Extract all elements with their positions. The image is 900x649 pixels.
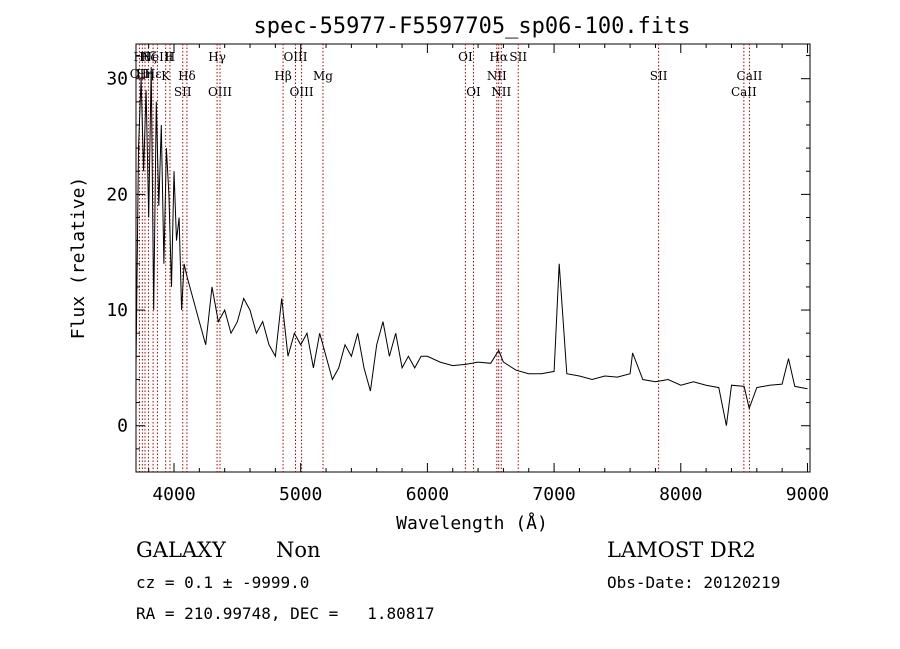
obs-date: Obs-Date: 20120219 [607, 573, 781, 592]
line-label: SII [174, 85, 192, 99]
line-label: OIII [290, 85, 314, 99]
line-label: CaII [737, 69, 763, 83]
spectral-line-markers [138, 44, 750, 472]
x-tick-label: 6000 [406, 484, 449, 505]
line-label: Hβ [274, 69, 291, 83]
survey-label: LAMOST DR2 [607, 538, 756, 562]
spectral-line-labels: OII Hθ Hη Hζ Hε NeIII KH SII Hδ Hγ OIII Hβ OIII OIII M… [130, 50, 763, 99]
subclass-label: Non [276, 538, 321, 562]
line-label: OI [466, 85, 481, 99]
line-label: Hα [489, 50, 508, 64]
class-label: GALAXY [136, 538, 226, 562]
y-axis-ticks: 0 10 20 30 [106, 55, 810, 473]
line-label: Mg [313, 69, 333, 83]
line-label: OIII [208, 85, 232, 99]
y-tick-label: 0 [117, 416, 128, 437]
line-label: NeIII [141, 50, 173, 64]
y-axis-label: Flux (relative) [68, 177, 89, 340]
line-label: Hγ [208, 50, 226, 64]
line-label: SII [509, 50, 527, 64]
line-label: SII [650, 69, 668, 83]
y-tick-label: 30 [106, 69, 128, 90]
spectrum-line [135, 67, 808, 426]
line-label: Hθ [133, 50, 151, 64]
line-label: NII [491, 85, 511, 99]
line-label: H [165, 50, 175, 64]
plot-frame [135, 43, 811, 473]
line-label: CaII [731, 85, 757, 99]
line-label: NII [487, 69, 507, 83]
coordinates-readout: RA = 210.99748, DEC = 1.80817 [136, 604, 435, 623]
x-tick-label: 8000 [659, 484, 702, 505]
line-label: K [161, 69, 171, 83]
x-tick-label: 5000 [279, 484, 322, 505]
x-tick-label: 7000 [532, 484, 575, 505]
x-axis-ticks: 4000 5000 6000 7000 8000 9000 [148, 44, 829, 505]
line-label: OI [458, 50, 473, 64]
line-label: Hη [136, 67, 154, 81]
y-tick-label: 20 [106, 184, 128, 205]
line-label: Hε [145, 67, 162, 81]
x-tick-label: 9000 [786, 484, 829, 505]
line-label: OII [130, 67, 150, 81]
line-label: Hδ [178, 69, 196, 83]
line-label: Hζ [140, 50, 157, 64]
chart-title: spec-55977-F5597705_sp06-100.fits [253, 14, 690, 39]
y-tick-label: 10 [106, 300, 128, 321]
line-label: OIII [283, 50, 307, 64]
x-axis-label: Wavelength (Å) [396, 512, 548, 534]
x-tick-label: 4000 [152, 484, 195, 505]
redshift-readout: cz = 0.1 ± -9999.0 [136, 573, 310, 592]
